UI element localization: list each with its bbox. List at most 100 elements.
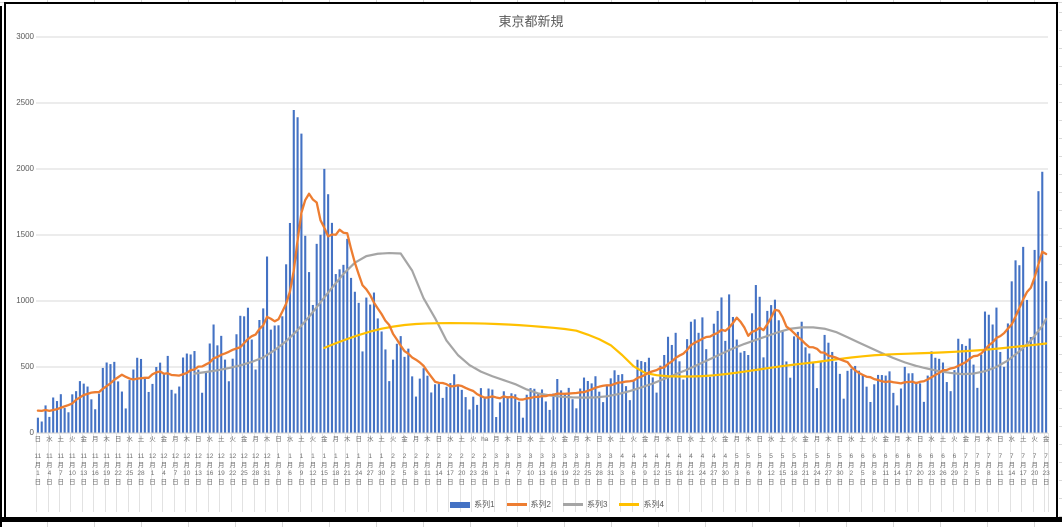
x-axis-label: 火 11 月 10 日 (66, 436, 78, 487)
bar-series1 (533, 388, 536, 433)
x-label-date-char: 8 (414, 470, 418, 478)
legend-item-series2[interactable]: 系列2 (506, 499, 551, 510)
x-label-date-char: 1 (311, 453, 315, 460)
bar-series1 (953, 370, 956, 433)
x-label-date-char: 月 (985, 461, 993, 469)
worksheet-gridline (1059, 516, 1062, 517)
bar-series1 (166, 355, 169, 433)
x-label-date-char: 23 (927, 470, 936, 478)
x-label-date-char: 5 (803, 453, 808, 460)
x-label-date-char: 日 (767, 478, 775, 486)
legend-item-series4[interactable]: 系列4 (619, 499, 664, 510)
bar-series1 (441, 397, 444, 433)
x-label-weekday: 水 (366, 436, 374, 443)
x-label-date-char: 26 (939, 470, 947, 478)
x-label-date-char: 14 (893, 470, 901, 478)
x-label-date-char: 11 (114, 453, 122, 460)
x-axis-tick (139, 433, 141, 512)
x-label-weekday: 木 (424, 436, 431, 443)
chart-area[interactable]: 東京都新規 (4, 2, 1058, 520)
worksheet-gridline (705, 0, 706, 3)
bar-series1 (124, 408, 127, 433)
x-label-date-char: 月 (905, 461, 912, 469)
x-label-date-char: 22 (229, 470, 237, 478)
worksheet-gridline (1059, 336, 1062, 337)
x-label-weekday: 土 (1019, 436, 1027, 443)
worksheet-gridline (752, 0, 753, 3)
worksheet-gridline (1059, 84, 1062, 85)
worksheet-gridline (376, 522, 377, 527)
worksheet-gridline (752, 522, 753, 527)
worksheet-gridline (658, 0, 659, 3)
x-axis-tick (322, 433, 324, 512)
bar-series1 (212, 324, 215, 433)
x-axis-tick (654, 433, 656, 512)
x-label-date-char: 月 (550, 461, 557, 469)
bar-series1 (369, 304, 372, 433)
x-label-date-char: 5 (734, 453, 739, 460)
x-label-date-char: 月 (962, 461, 970, 469)
bar-series1 (281, 316, 284, 433)
x-label-date-char: 7 (986, 453, 991, 460)
x-label-date-char: 19 (217, 470, 225, 478)
bar-series1 (330, 222, 334, 433)
x-label-date-char: 日 (366, 478, 374, 486)
x-axis-label: 日 12 月 13 日 (192, 436, 204, 487)
line-series3 (193, 251, 1048, 399)
legend-item-series3[interactable]: 系列3 (563, 499, 607, 510)
x-axis-label: 土 1 月 30 日 (376, 436, 388, 487)
bar-series1 (877, 374, 880, 433)
x-label-date-char: 日 (836, 478, 844, 486)
bar-series1 (896, 405, 899, 433)
x-label-date-char: 1 (345, 453, 349, 460)
x-axis-tick (815, 433, 816, 512)
bar-series1 (235, 334, 238, 433)
x-label-date-char: 日 (355, 478, 362, 486)
x-axis-label: 土 4 月 24 日 (696, 436, 708, 487)
chart-legend[interactable]: 系列1 系列2 系列3 系列4 (26, 499, 1062, 510)
worksheet-gridline (705, 522, 706, 527)
x-label-date-char: 22 (572, 470, 580, 478)
worksheet-gridline (1059, 228, 1062, 229)
x-label-date-char: 11 (91, 453, 99, 460)
bar-series1 (758, 296, 761, 433)
bar-series1 (105, 362, 108, 433)
x-label-weekday: 火 (951, 436, 958, 443)
x-axis-tick (505, 433, 507, 512)
x-axis-tick (849, 433, 851, 512)
x-label-date-char: 月 (997, 461, 1004, 469)
bar-series1 (819, 361, 822, 433)
x-label-date-char: 月 (206, 461, 214, 469)
x-label-date-char: 15 (664, 470, 672, 478)
x-label-date-char: 月 (183, 461, 191, 469)
worksheet-gridline (1059, 138, 1062, 139)
bar-series1 (304, 235, 307, 433)
worksheet-gridline (1059, 426, 1062, 427)
bar-series1 (941, 362, 945, 433)
x-label-date-char: 日 (722, 478, 729, 486)
bar-series1 (372, 292, 376, 433)
x-axis-label: 金 11 月 13 日 (78, 436, 90, 487)
x-label-weekday: 水 (46, 436, 53, 443)
bar-series1 (636, 359, 639, 433)
chart-title[interactable]: 東京都新規 (498, 14, 564, 29)
bar-series1 (273, 325, 276, 433)
x-label-date-char: 月 (309, 461, 317, 469)
x-axis-label: 日 2 月 14 日 (433, 436, 445, 487)
bar-series1 (846, 370, 849, 433)
x-label-weekday: 日 (195, 436, 202, 443)
x-axis-tick (826, 433, 828, 512)
x-axis-tick (918, 433, 920, 512)
bar-series1 (1003, 366, 1006, 433)
x-axis-tick (81, 433, 83, 512)
x-label-date-char: 27 (366, 470, 374, 478)
x-label-date-char: 2 (459, 453, 464, 460)
x-label-date-char: 11 (57, 453, 65, 460)
bar-series1 (174, 393, 177, 433)
x-label-weekday: 火 (309, 436, 317, 443)
legend-item-series1[interactable]: 系列1 (450, 499, 495, 510)
bar-series1 (594, 376, 597, 433)
bar-series1 (460, 389, 463, 433)
x-label-date-char: 12 (194, 453, 202, 460)
